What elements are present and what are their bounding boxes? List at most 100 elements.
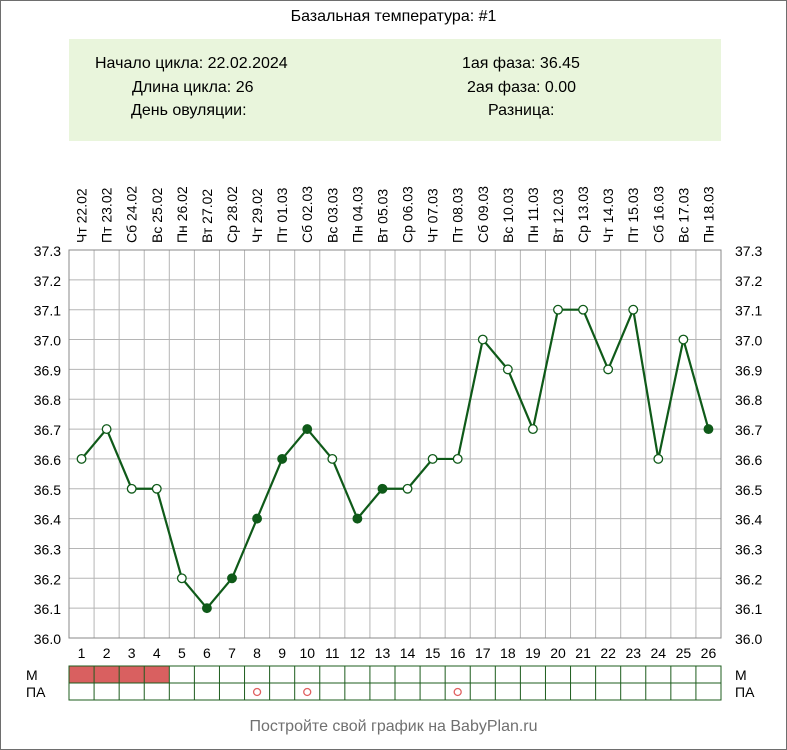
y-tick-label-right: 36.8 [735, 392, 762, 408]
date-label: Чт 22.02 [74, 188, 90, 243]
date-label: Пн 26.02 [174, 186, 190, 243]
day-number-label: 19 [525, 645, 541, 661]
cycle-info-panel: Начало цикла: 22.02.2024 Длина цикла: 26… [69, 39, 721, 141]
pa-row-label-left: ПА [26, 684, 46, 700]
menstruation-cell [144, 666, 170, 683]
pa-marker [252, 687, 262, 697]
y-tick-label-left: 36.4 [34, 512, 61, 528]
phase1-text: 1ая фаза: 36.45 [462, 55, 580, 72]
y-tick-label-left: 36.6 [34, 452, 61, 468]
temperature-point-filled [227, 573, 237, 584]
y-tick-label-left: 37.3 [34, 243, 61, 259]
day-number-label: 9 [278, 645, 286, 661]
day-number-label: 5 [178, 645, 186, 661]
plot-border [68, 249, 722, 639]
temperature-point-filled [252, 513, 263, 524]
day-number-label: 20 [550, 645, 566, 661]
y-tick-label-left: 36.5 [34, 482, 61, 498]
date-label: Пн 11.03 [525, 187, 541, 243]
cycle-length-text: Длина цикла: 26 [132, 79, 254, 96]
temperature-point-open [477, 334, 488, 345]
date-label: Пн 18.03 [700, 186, 716, 243]
day-number-label: 18 [500, 645, 516, 661]
bottom-rows [68, 665, 722, 701]
temperature-point-open [502, 364, 513, 375]
day-number-label: 26 [701, 645, 717, 661]
pa-row-label-right: ПА [735, 684, 755, 700]
date-label: Ср 13.03 [575, 186, 591, 243]
chart-title: Базальная температура: #1 [290, 8, 497, 25]
temperature-point-open [603, 364, 614, 375]
date-label: Вт 12.03 [550, 189, 566, 243]
day-number-label: 7 [228, 645, 236, 661]
y-tick-label-right: 36.1 [735, 601, 762, 617]
day-number-label: 10 [299, 645, 315, 661]
y-tick-label-right: 36.2 [735, 571, 762, 587]
day-number-label: 2 [103, 645, 111, 661]
phase2-text: 2ая фаза: 0.00 [467, 79, 577, 96]
temperature-point-filled [703, 424, 714, 435]
date-label: Пт 01.03 [274, 187, 290, 243]
y-tick-label-right: 36.9 [735, 362, 762, 378]
date-label: Вс 25.02 [149, 188, 165, 243]
date-label: Чт 14.03 [600, 188, 616, 243]
day-number-label: 4 [153, 645, 161, 661]
y-tick-label-left: 36.1 [34, 601, 61, 617]
date-label: Чт 29.02 [249, 188, 265, 243]
day-number-label: 3 [128, 645, 136, 661]
temperature-point-open [653, 453, 664, 464]
temperature-point-filled [302, 424, 313, 435]
day-number-label: 17 [475, 645, 491, 661]
day-number-label: 12 [350, 645, 366, 661]
date-label: Ср 28.02 [224, 186, 240, 243]
temperature-point-open [678, 334, 689, 345]
temperature-point-open [327, 453, 338, 464]
y-tick-label-left: 36.8 [34, 392, 61, 408]
date-label: Пн 04.03 [349, 186, 365, 243]
date-label: Сб 24.02 [124, 186, 140, 243]
menstruation-cell [119, 666, 145, 683]
date-label: Пт 23.02 [99, 187, 115, 243]
difference-text: Разница: [488, 102, 555, 119]
y-tick-label-left: 36.2 [34, 571, 61, 587]
temperature-point-open [452, 453, 463, 464]
footer-link[interactable]: Постройте свой график на BabyPlan.ru [249, 718, 538, 735]
menstruation-cell [94, 666, 120, 683]
date-label: Пт 08.03 [450, 187, 466, 243]
date-label: Вс 10.03 [500, 188, 516, 243]
day-number-label: 25 [676, 645, 692, 661]
temperature-point-open [427, 453, 438, 464]
y-tick-label-right: 36.5 [735, 482, 762, 498]
day-number-label: 6 [203, 645, 211, 661]
date-label: Чт 07.03 [425, 188, 441, 243]
day-number-label: 11 [325, 645, 340, 661]
date-label: Сб 09.03 [475, 186, 491, 243]
y-tick-label-right: 36.7 [735, 422, 762, 438]
day-number-label: 8 [253, 645, 261, 661]
day-number-label: 14 [400, 645, 416, 661]
m-row-label-left: М [26, 667, 38, 683]
temperature-point-open [578, 304, 589, 315]
y-tick-label-left: 36.0 [34, 631, 61, 647]
y-tick-label-right: 36.3 [735, 541, 762, 557]
y-tick-label-right: 37.0 [735, 333, 762, 349]
y-tick-label-right: 36.6 [735, 452, 762, 468]
temperature-point-open [402, 483, 413, 494]
day-number-label: 16 [450, 645, 466, 661]
day-number-label: 15 [425, 645, 441, 661]
menstruation-cell [69, 666, 95, 683]
temperature-point-open [151, 483, 162, 494]
day-number-label: 23 [625, 645, 641, 661]
y-tick-label-left: 36.9 [34, 362, 61, 378]
day-number-label: 1 [78, 645, 86, 661]
temperature-point-filled [277, 453, 288, 464]
y-tick-label-left: 37.1 [34, 303, 61, 319]
m-row-label-right: М [735, 667, 747, 683]
temperature-point-open [553, 304, 563, 315]
temperature-line [80, 308, 710, 610]
temperature-point-filled [201, 603, 212, 614]
y-tick-label-right: 37.3 [735, 243, 762, 259]
temperature-point-open [527, 424, 538, 435]
y-tick-label-left: 36.3 [34, 541, 61, 557]
temperature-point-filled [352, 513, 363, 524]
